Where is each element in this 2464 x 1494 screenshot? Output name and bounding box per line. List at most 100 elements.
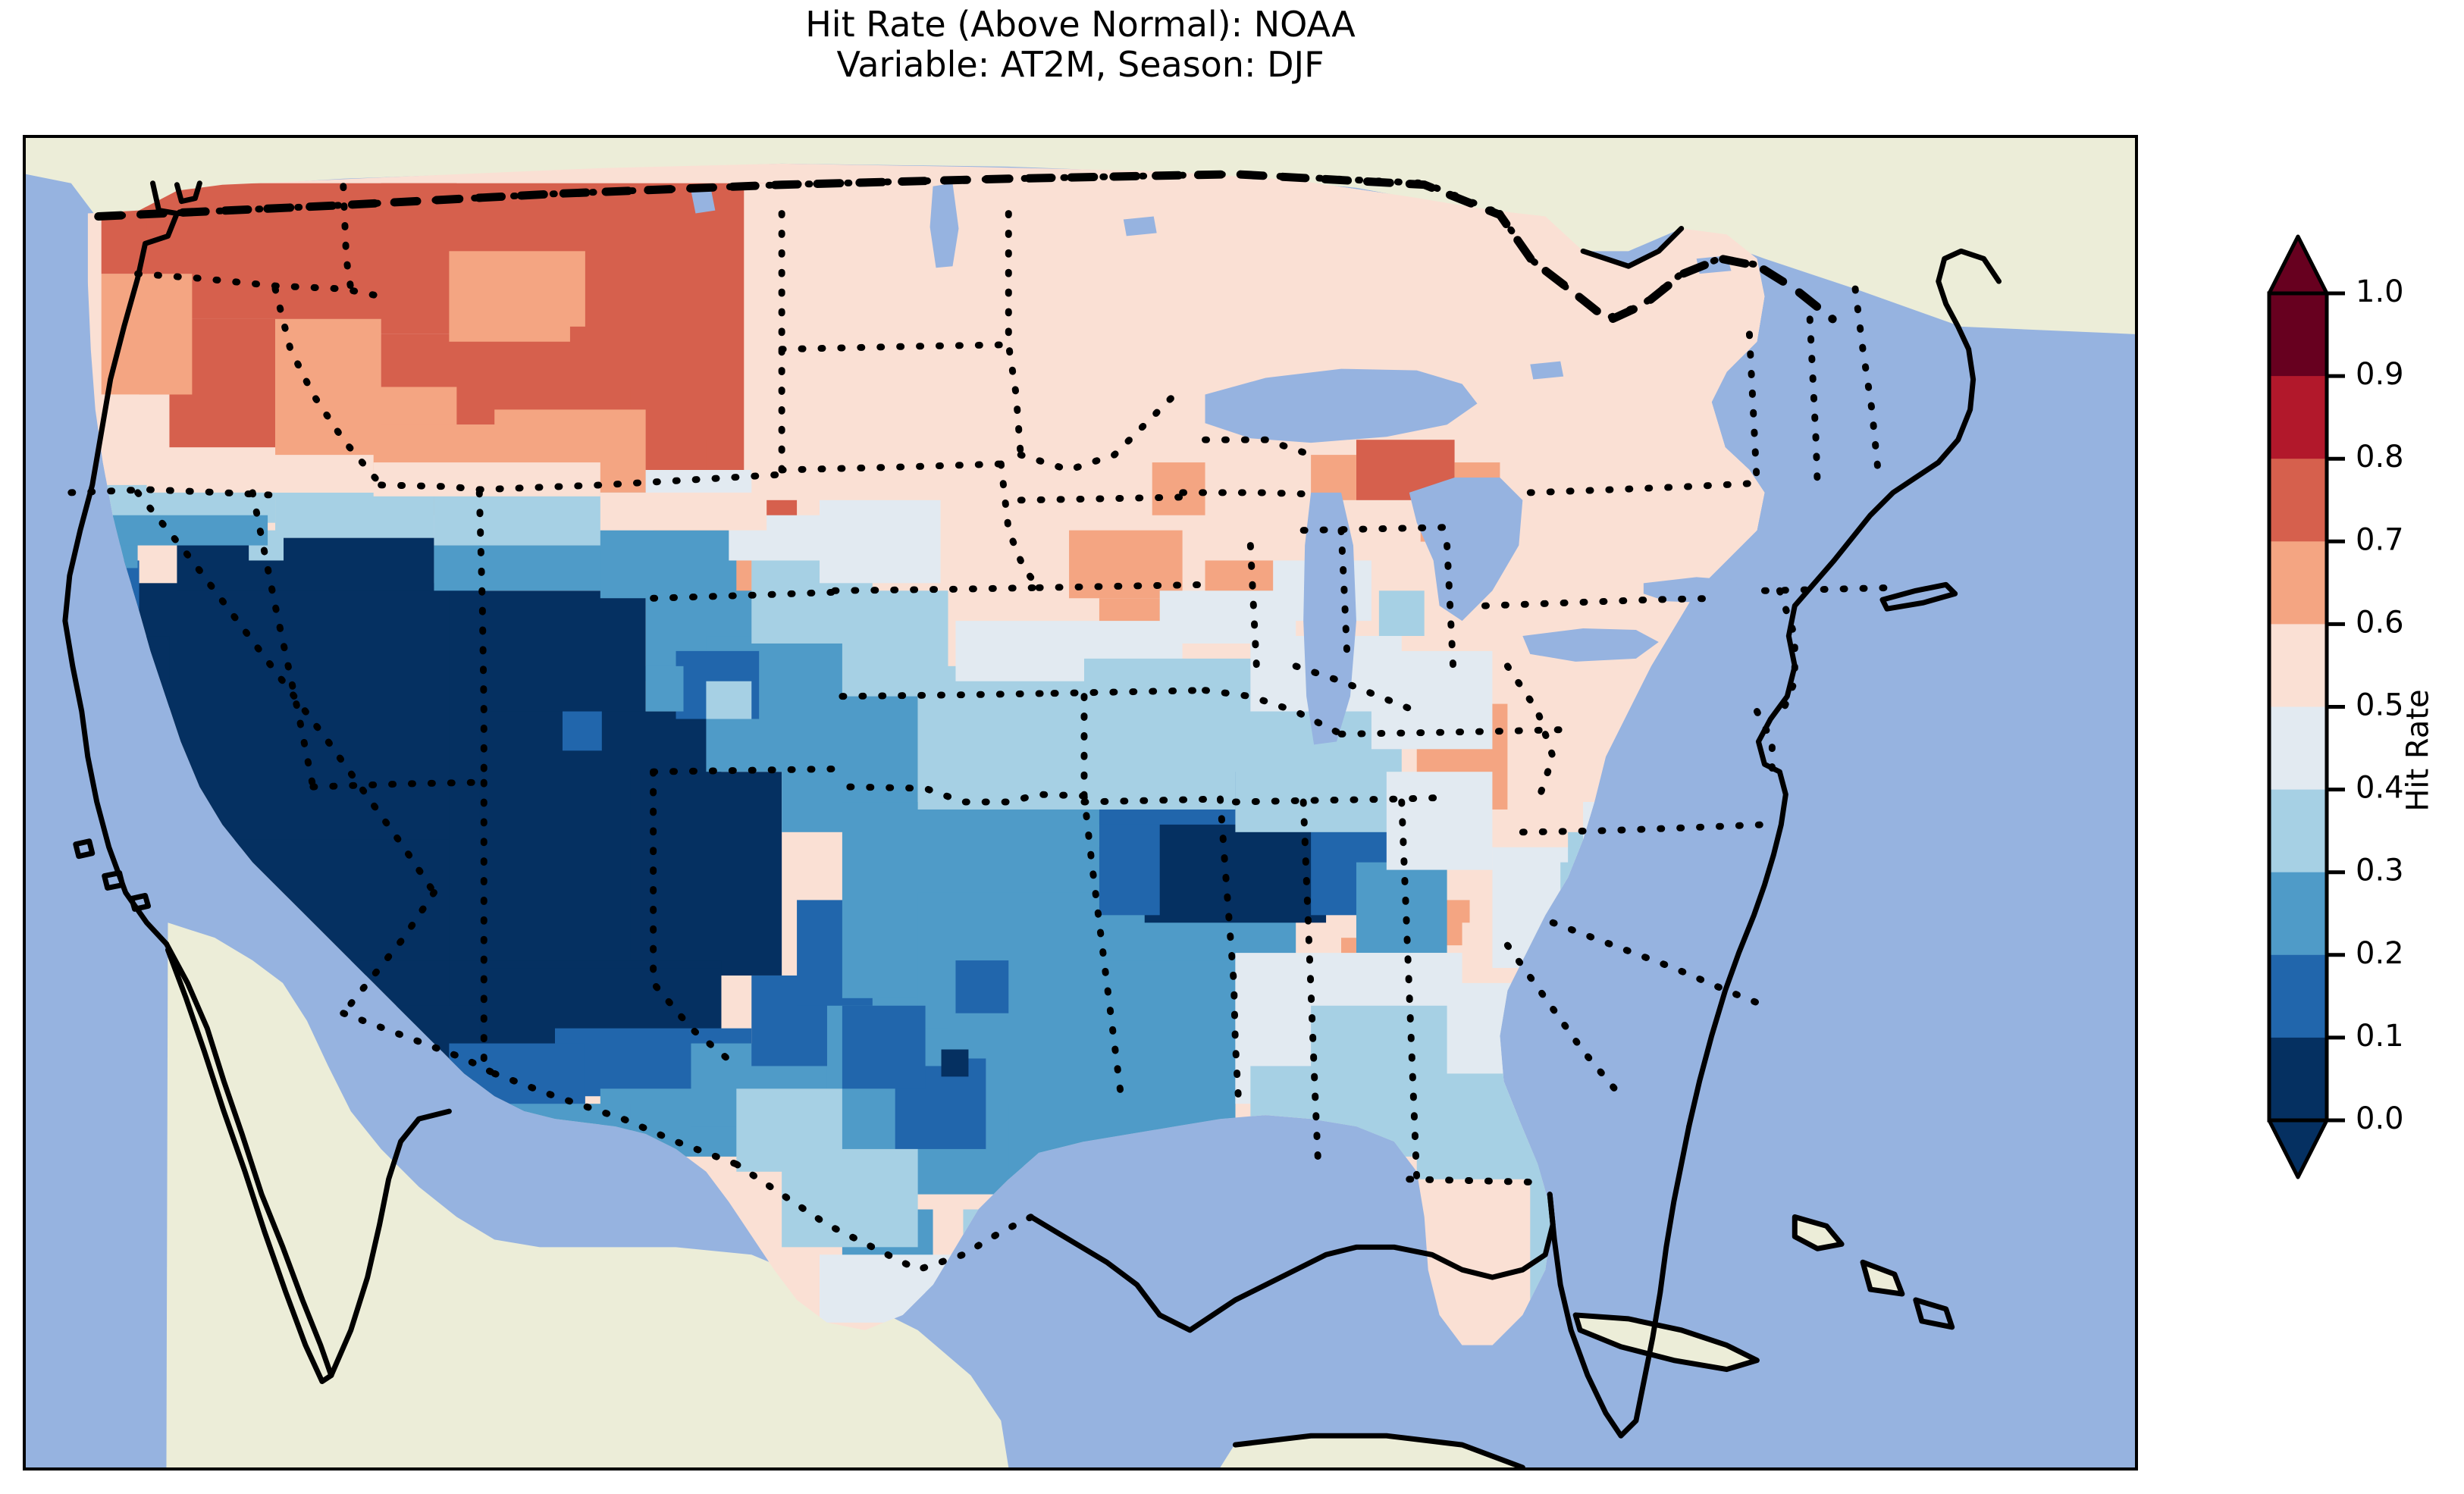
- colorbar-tick-label-1: 0.9: [2356, 357, 2404, 392]
- border-ca-az: [340, 888, 437, 1017]
- long-island: [1879, 581, 1958, 612]
- border-sc-ga: [1503, 941, 1625, 1100]
- coastlines: [62, 180, 2002, 1467]
- colorbar-tick-label-9: 0.1: [2356, 1019, 2404, 1054]
- gulf-of-california: [328, 1108, 452, 1379]
- colorbar-band-7: [2269, 872, 2327, 956]
- great-lakes: [691, 183, 1742, 745]
- colorbar-band-8: [2269, 954, 2327, 1038]
- region-rockies-transition: [434, 470, 948, 832]
- canada-landmass: [26, 138, 2135, 334]
- baja-california: [168, 938, 337, 1376]
- pacific-coastline: [62, 180, 180, 947]
- border-pa-md: [1481, 594, 1723, 609]
- us-canada-border-east: [1580, 225, 1685, 269]
- mexico-landmass: [166, 922, 1009, 1467]
- colorbar-axis-label-wrap: Hit Rate: [2377, 227, 2460, 1273]
- colorbar-tick-label-7: 0.3: [2356, 853, 2404, 888]
- figure-title: Hit Rate (Above Normal): NOAA Variable: …: [805, 4, 1356, 86]
- lake-erie: [1522, 628, 1659, 662]
- border-ms-al: [1299, 798, 1322, 1176]
- border-nc-sc: [1549, 919, 1768, 1010]
- border-nd-mn: [1005, 210, 1024, 459]
- border-pa-ny: [1526, 480, 1753, 496]
- colorbar-extend-top: [2267, 234, 2329, 296]
- border-nd-sd: [778, 341, 1012, 353]
- colorbar-tick-label-4: 0.6: [2356, 605, 2404, 640]
- border-id-wy: [378, 481, 483, 493]
- colorbar: 1.0 0.9 0.8 0.7 0.6 0.5 0.4 0.3 0.2 0.1 0.0 Hit Ra…: [2263, 227, 2464, 1273]
- colorbar-band-0: [2269, 293, 2327, 377]
- border-mo-ar: [1050, 687, 1209, 697]
- colorbar-band-4: [2269, 624, 2327, 708]
- lake-winnipeg: [929, 183, 959, 268]
- colorbar-svg: 1.0 0.9 0.8 0.7 0.6 0.5 0.4 0.3 0.2 0.1 0.0: [2267, 234, 2404, 1179]
- puget-sound: [174, 180, 202, 205]
- colorbar-tick-label-5: 0.5: [2356, 688, 2404, 723]
- border-ga-fl: [1406, 1176, 1541, 1186]
- border-mo-ky-il: [1202, 687, 1345, 738]
- border-nj-ny: [1776, 587, 1798, 722]
- border-la-ms: [1216, 795, 1243, 1115]
- lake-huron: [1409, 477, 1523, 622]
- colorbar-band-1: [2269, 376, 2327, 459]
- colorbar-tick-label-0: 1.0: [2356, 274, 2404, 309]
- colorbar-tick-label-3: 0.7: [2356, 522, 2404, 557]
- colorbar-ticks: 1.0 0.9 0.8 0.7 0.6 0.5 0.4 0.3 0.2 0.1 0.0: [2327, 274, 2404, 1136]
- border-ny-vt: [1745, 330, 1760, 489]
- border-ca-nv: [134, 489, 437, 896]
- border-tx-la: [1080, 792, 1126, 1107]
- cuba-coastline: [1572, 1312, 1760, 1373]
- colorbar-axis-label: Hit Rate: [2401, 689, 2436, 812]
- border-id-mt: [271, 285, 385, 489]
- international-borders: [94, 170, 1837, 326]
- border-ok-tx: [846, 783, 1088, 806]
- border-ar-la: [1080, 795, 1224, 806]
- border-ne-ks: [831, 584, 1042, 594]
- border-nm-tx: [650, 768, 740, 1070]
- colorbar-tick-label-6: 0.4: [2356, 771, 2404, 806]
- border-mi-oh-in: [1299, 524, 1451, 534]
- border-oh-pa: [1444, 542, 1457, 670]
- border-wv-va: [1503, 662, 1556, 806]
- cuba-landmass: [1575, 1314, 1757, 1368]
- border-mt-wy: [475, 471, 785, 493]
- gulf-coastline: [1028, 1192, 1556, 1333]
- colorbar-band-2: [2269, 459, 2327, 542]
- border-nv-ut: [249, 489, 317, 791]
- region-rockies-stripes: [146, 455, 767, 531]
- channel-islands: [73, 838, 152, 912]
- colorbar-tick-label-10: 0.0: [2356, 1101, 2404, 1136]
- border-il-in: [1246, 542, 1260, 670]
- colorbar-tick-label-8: 0.2: [2356, 936, 2404, 971]
- border-mn-wi: [1017, 390, 1179, 474]
- lake-ontario: [1643, 577, 1742, 603]
- border-ia-mo: [1035, 581, 1209, 591]
- border-ut-az: [309, 778, 483, 791]
- colorbar-band-5: [2269, 706, 2327, 791]
- atlantic-coastline: [1686, 248, 2002, 1129]
- state-boundaries: [67, 171, 1897, 1274]
- border-ky-tn: [1337, 725, 1572, 738]
- border-nm-mx: [491, 1070, 740, 1168]
- border-wy-co: [650, 588, 839, 602]
- bahamas-coastline: [1792, 1214, 1955, 1330]
- border-tx-mx: [732, 1160, 1035, 1274]
- border-co-nm: [650, 765, 846, 775]
- colorbar-tick-label-2: 0.8: [2356, 440, 2404, 475]
- colorbar-bands: [2269, 293, 2327, 1121]
- border-canada-us-east: [1496, 210, 1760, 324]
- us-canada-border: [94, 170, 1837, 326]
- border-wi-il: [1179, 489, 1315, 498]
- border-in-ky: [1292, 662, 1421, 716]
- yucatan-coastline: [1232, 1433, 1525, 1467]
- border-wa-id: [340, 183, 355, 293]
- lake-superior: [1205, 368, 1478, 443]
- colorbar-band-9: [2269, 1037, 2327, 1121]
- border-sd-ne: [778, 460, 1005, 474]
- colorbar-extend-bottom: [2267, 1118, 2329, 1179]
- border-al-ga: [1398, 798, 1421, 1183]
- border-ne-ia: [997, 460, 1042, 591]
- florida-coastline: [1547, 1123, 1692, 1439]
